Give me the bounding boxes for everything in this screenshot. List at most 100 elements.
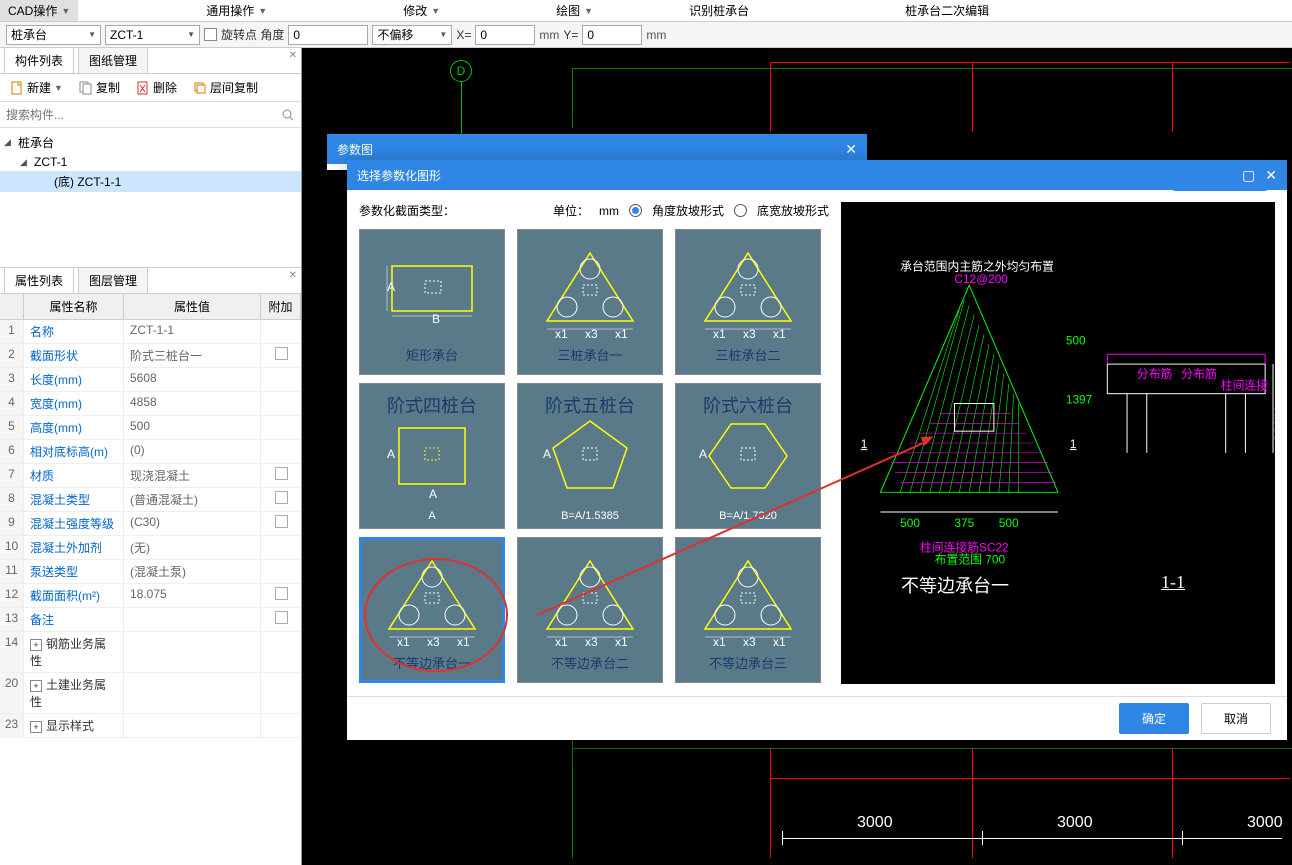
x-unit: mm xyxy=(539,28,559,42)
menu-modify[interactable]: 修改▼ xyxy=(395,0,448,21)
svg-text:C12@200: C12@200 xyxy=(954,272,1008,286)
dim-tick xyxy=(1182,831,1183,845)
menu-cap-edit[interactable]: 桩承台二次编辑 xyxy=(897,0,997,21)
dim-tick xyxy=(982,831,983,845)
property-row[interactable]: 14+钢筋业务属性 xyxy=(0,632,301,673)
property-row[interactable]: 3长度(mm)5608 xyxy=(0,368,301,392)
dim-text: 3000 xyxy=(1057,814,1093,832)
shape-option[interactable]: x1x3x1三桩承台一 xyxy=(517,229,663,375)
menu-general[interactable]: 通用操作▼ xyxy=(198,0,275,21)
extra-checkbox[interactable] xyxy=(275,587,288,600)
shape-option[interactable]: A阶式五桩台B=A/1.5385 xyxy=(517,383,663,529)
extra-checkbox[interactable] xyxy=(275,611,288,624)
menu-draw[interactable]: 绘图▼ xyxy=(548,0,601,21)
property-row[interactable]: 5高度(mm)500 xyxy=(0,416,301,440)
property-row[interactable]: 8混凝土类型(普通混凝土) xyxy=(0,488,301,512)
svg-text:A: A xyxy=(387,447,395,461)
config-rebar-button[interactable]: 配筋形式 xyxy=(1173,190,1267,191)
svg-text:375: 375 xyxy=(954,516,974,530)
shape-option[interactable]: x1x3x1不等边承台一 xyxy=(359,537,505,683)
expand-icon[interactable]: + xyxy=(30,680,42,692)
extra-checkbox[interactable] xyxy=(275,515,288,528)
copy-button[interactable]: 复制 xyxy=(75,77,124,98)
rotate-angle-input[interactable] xyxy=(288,25,368,45)
close-icon[interactable]: ✕ xyxy=(289,50,297,61)
x-offset-input[interactable] xyxy=(475,25,535,45)
property-row[interactable]: 7材质现浇混凝土 xyxy=(0,464,301,488)
extra-checkbox[interactable] xyxy=(275,347,288,360)
shape-caption: 三桩承台一 xyxy=(557,345,622,364)
new-button[interactable]: 新建▼ xyxy=(6,77,67,98)
delete-icon xyxy=(136,81,150,95)
menu-recognize-cap[interactable]: 识别桩承台 xyxy=(681,0,757,21)
property-row[interactable]: 13备注 xyxy=(0,608,301,632)
property-row[interactable]: 9混凝土强度等级(C30) xyxy=(0,512,301,536)
tab-components[interactable]: 构件列表 xyxy=(4,47,74,73)
tab-properties[interactable]: 属性列表 xyxy=(4,267,74,293)
svg-text:1397: 1397 xyxy=(1066,393,1092,407)
tree-node-zct11[interactable]: (底) ZCT-1-1 xyxy=(0,171,301,192)
tree-node-zct1[interactable]: ◢ZCT-1 xyxy=(0,153,301,171)
preview-area: 配筋形式 xyxy=(841,202,1275,684)
svg-text:x1: x1 xyxy=(555,327,568,341)
property-row[interactable]: 6相对底标高(m)(0) xyxy=(0,440,301,464)
svg-text:布置范围 700: 布置范围 700 xyxy=(935,552,1006,566)
dialog-footer: 确定 取消 xyxy=(347,696,1287,740)
property-row[interactable]: 4宽度(mm)4858 xyxy=(0,392,301,416)
ok-button[interactable]: 确定 xyxy=(1119,703,1189,734)
maximize-icon[interactable]: ▢ xyxy=(1242,167,1255,184)
dialog-title-text: 参数图 xyxy=(337,141,373,158)
shape-option[interactable]: x1x3x1不等边承台二 xyxy=(517,537,663,683)
radio-angle[interactable] xyxy=(629,204,642,217)
cad-viewport[interactable]: D 3000 3000 3000 xyxy=(302,48,1292,865)
property-row[interactable]: 1名称ZCT-1-1 xyxy=(0,320,301,344)
expand-icon[interactable]: + xyxy=(30,721,42,733)
search-input[interactable] xyxy=(6,108,281,122)
shape-dialog-title[interactable]: 选择参数化图形 ▢ ✕ xyxy=(347,160,1287,190)
cad-line xyxy=(770,748,771,858)
property-row[interactable]: 2截面形状阶式三桩台一 xyxy=(0,344,301,368)
y-unit: mm xyxy=(646,28,666,42)
menu-cad-ops[interactable]: CAD操作▼ xyxy=(0,0,78,21)
property-row[interactable]: 12截面面积(m²)18.075 xyxy=(0,584,301,608)
svg-text:x1: x1 xyxy=(773,327,786,341)
search-icon[interactable] xyxy=(281,108,295,122)
delete-button[interactable]: 删除 xyxy=(132,77,181,98)
tab-layers[interactable]: 图层管理 xyxy=(78,267,148,293)
cancel-button[interactable]: 取消 xyxy=(1201,703,1271,734)
close-icon[interactable]: ✕ xyxy=(289,270,297,281)
tab-drawings[interactable]: 图纸管理 xyxy=(78,47,148,73)
unit-value: mm xyxy=(599,204,619,218)
cad-line xyxy=(572,68,1292,69)
shape-option[interactable]: A阶式六桩台B=A/1.7320 xyxy=(675,383,821,529)
combo-category[interactable]: 桩承台▼ xyxy=(6,25,101,45)
svg-text:500: 500 xyxy=(900,516,920,530)
property-row[interactable]: 20+土建业务属性 xyxy=(0,673,301,714)
radio-width[interactable] xyxy=(734,204,747,217)
shape-option[interactable]: x1x3x1三桩承台二 xyxy=(675,229,821,375)
property-row[interactable]: 23+显示样式 xyxy=(0,714,301,738)
y-offset-input[interactable] xyxy=(582,25,642,45)
extra-checkbox[interactable] xyxy=(275,491,288,504)
expand-icon[interactable]: + xyxy=(30,639,42,651)
preview-title-2: 1-1 xyxy=(1161,572,1185,593)
floor-copy-button[interactable]: 层间复制 xyxy=(189,77,262,98)
chevron-down-icon: ▼ xyxy=(258,6,267,16)
property-panel: 属性列表 图层管理 ✕ 属性名称 属性值 附加 1名称ZCT-1-12截面形状阶… xyxy=(0,268,301,865)
shape-option[interactable]: AA阶式四桩台A xyxy=(359,383,505,529)
close-icon[interactable]: ✕ xyxy=(845,141,857,158)
svg-text:x1: x1 xyxy=(555,635,568,649)
shape-option[interactable]: x1x3x1不等边承台三 xyxy=(675,537,821,683)
dim-tick xyxy=(782,831,783,845)
combo-component[interactable]: ZCT-1▼ xyxy=(105,25,200,45)
svg-text:A: A xyxy=(543,447,551,461)
offset-combo[interactable]: 不偏移▼ xyxy=(372,25,452,45)
tree-node-cap[interactable]: ◢桩承台 xyxy=(0,132,301,153)
rotate-checkbox[interactable] xyxy=(204,28,217,41)
shape-option[interactable]: AB矩形承台 xyxy=(359,229,505,375)
svg-text:x1: x1 xyxy=(615,635,628,649)
extra-checkbox[interactable] xyxy=(275,467,288,480)
property-row[interactable]: 11泵送类型(混凝土泵) xyxy=(0,560,301,584)
property-row[interactable]: 10混凝土外加剂(无) xyxy=(0,536,301,560)
close-icon[interactable]: ✕ xyxy=(1265,167,1277,184)
